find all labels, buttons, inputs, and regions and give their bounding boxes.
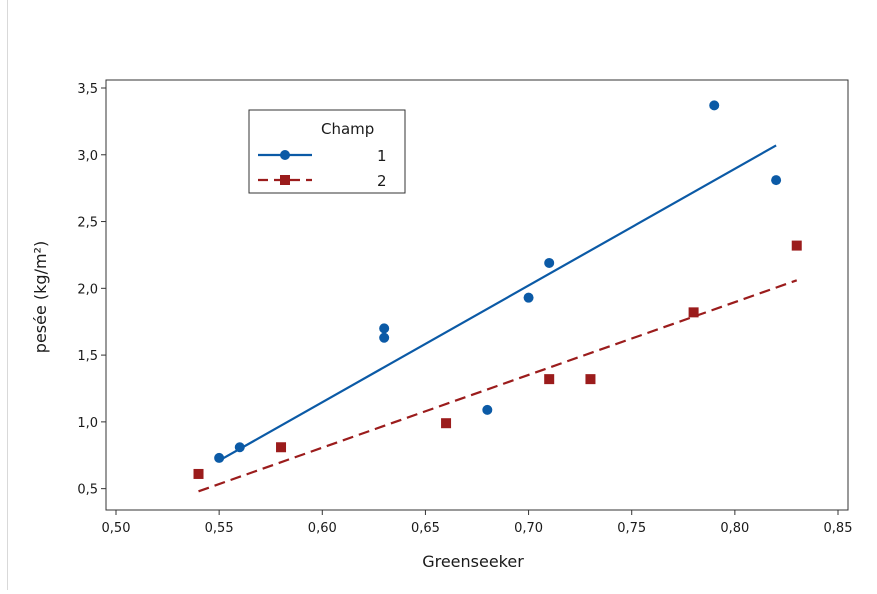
y-tick-label: 2,5 — [77, 216, 98, 231]
window-edge — [7, 0, 8, 590]
x-axis-title: Greenseeker — [422, 552, 524, 571]
point-series-1 — [524, 293, 534, 303]
legend-marker-series-2 — [280, 175, 290, 185]
x-tick-label: 0,80 — [720, 521, 749, 536]
point-series-1 — [214, 453, 224, 463]
y-tick-label: 1,0 — [77, 416, 98, 431]
legend: Champ 1 2 — [249, 110, 405, 193]
point-series-1 — [544, 258, 554, 268]
y-tick-label: 3,5 — [77, 82, 98, 97]
x-tick-label: 0,85 — [824, 521, 853, 536]
x-tick-label: 0,60 — [308, 521, 337, 536]
legend-marker-series-1 — [280, 150, 290, 160]
point-series-1 — [235, 442, 245, 452]
point-series-1 — [482, 405, 492, 415]
point-series-2 — [689, 307, 699, 317]
point-series-2 — [276, 442, 286, 452]
point-series-1 — [379, 333, 389, 343]
point-series-2 — [585, 374, 595, 384]
y-axis: 0,5 1,0 1,5 2,0 2,5 3,0 3,5 — [77, 82, 106, 498]
y-tick-label: 1,5 — [77, 349, 98, 364]
x-tick-label: 0,65 — [411, 521, 440, 536]
point-series-1 — [379, 323, 389, 333]
y-tick-label: 3,0 — [77, 149, 98, 164]
legend-label-series-1: 1 — [377, 147, 387, 165]
point-series-2 — [792, 241, 802, 251]
point-series-2 — [194, 469, 204, 479]
y-axis-title: pesée (kg/m²) — [31, 241, 50, 353]
y-tick-label: 2,0 — [77, 282, 98, 297]
point-series-2 — [441, 418, 451, 428]
point-series-2 — [544, 374, 554, 384]
legend-title: Champ — [321, 120, 374, 138]
point-series-1 — [709, 100, 719, 110]
y-tick-label: 0,5 — [77, 483, 98, 498]
x-tick-label: 0,75 — [617, 521, 646, 536]
x-tick-label: 0,50 — [102, 521, 131, 536]
x-axis: 0,50 0,55 0,60 0,65 0,70 0,75 0,80 0,85 — [102, 510, 853, 536]
point-series-1 — [771, 175, 781, 185]
x-tick-label: 0,55 — [205, 521, 234, 536]
legend-label-series-2: 2 — [377, 172, 387, 190]
plot-area — [106, 80, 848, 510]
x-tick-label: 0,70 — [514, 521, 543, 536]
